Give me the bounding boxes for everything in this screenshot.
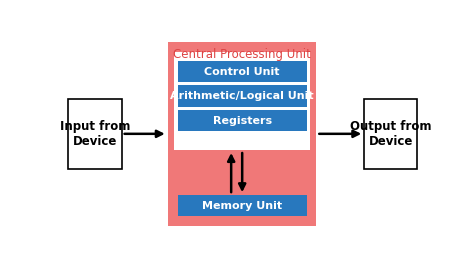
Text: Registers: Registers [213, 116, 272, 126]
FancyBboxPatch shape [68, 99, 122, 169]
FancyBboxPatch shape [168, 42, 316, 226]
Text: Memory Unit: Memory Unit [202, 201, 282, 211]
FancyBboxPatch shape [364, 99, 418, 169]
FancyBboxPatch shape [174, 52, 310, 150]
FancyBboxPatch shape [178, 85, 307, 107]
FancyBboxPatch shape [178, 61, 307, 82]
Text: Input from
Device: Input from Device [60, 120, 130, 148]
Text: Control Unit: Control Unit [204, 67, 280, 77]
FancyBboxPatch shape [178, 195, 307, 217]
Text: Central Processing Unit: Central Processing Unit [173, 48, 311, 61]
Text: Output from
Device: Output from Device [350, 120, 431, 148]
Text: Arithmetic/Logical Unit: Arithmetic/Logical Unit [170, 91, 314, 101]
FancyBboxPatch shape [178, 110, 307, 131]
